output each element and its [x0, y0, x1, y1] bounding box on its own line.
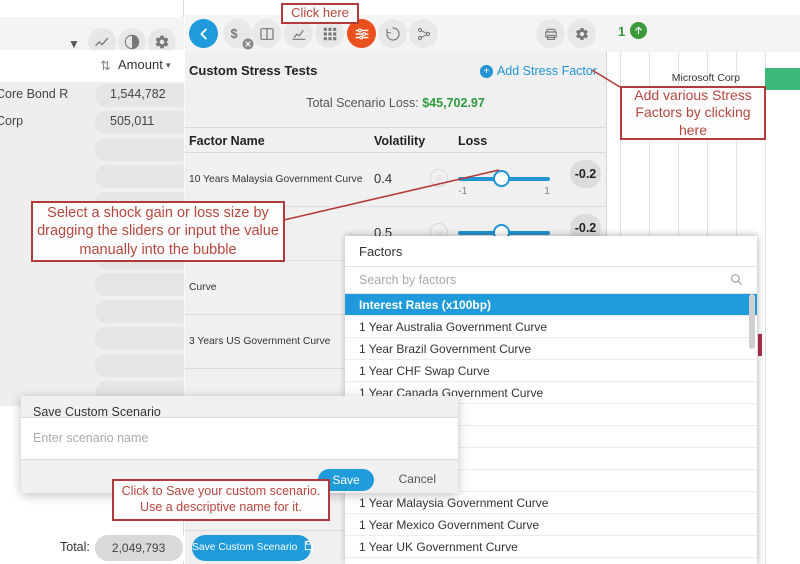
svg-text:$: $ [230, 26, 237, 40]
